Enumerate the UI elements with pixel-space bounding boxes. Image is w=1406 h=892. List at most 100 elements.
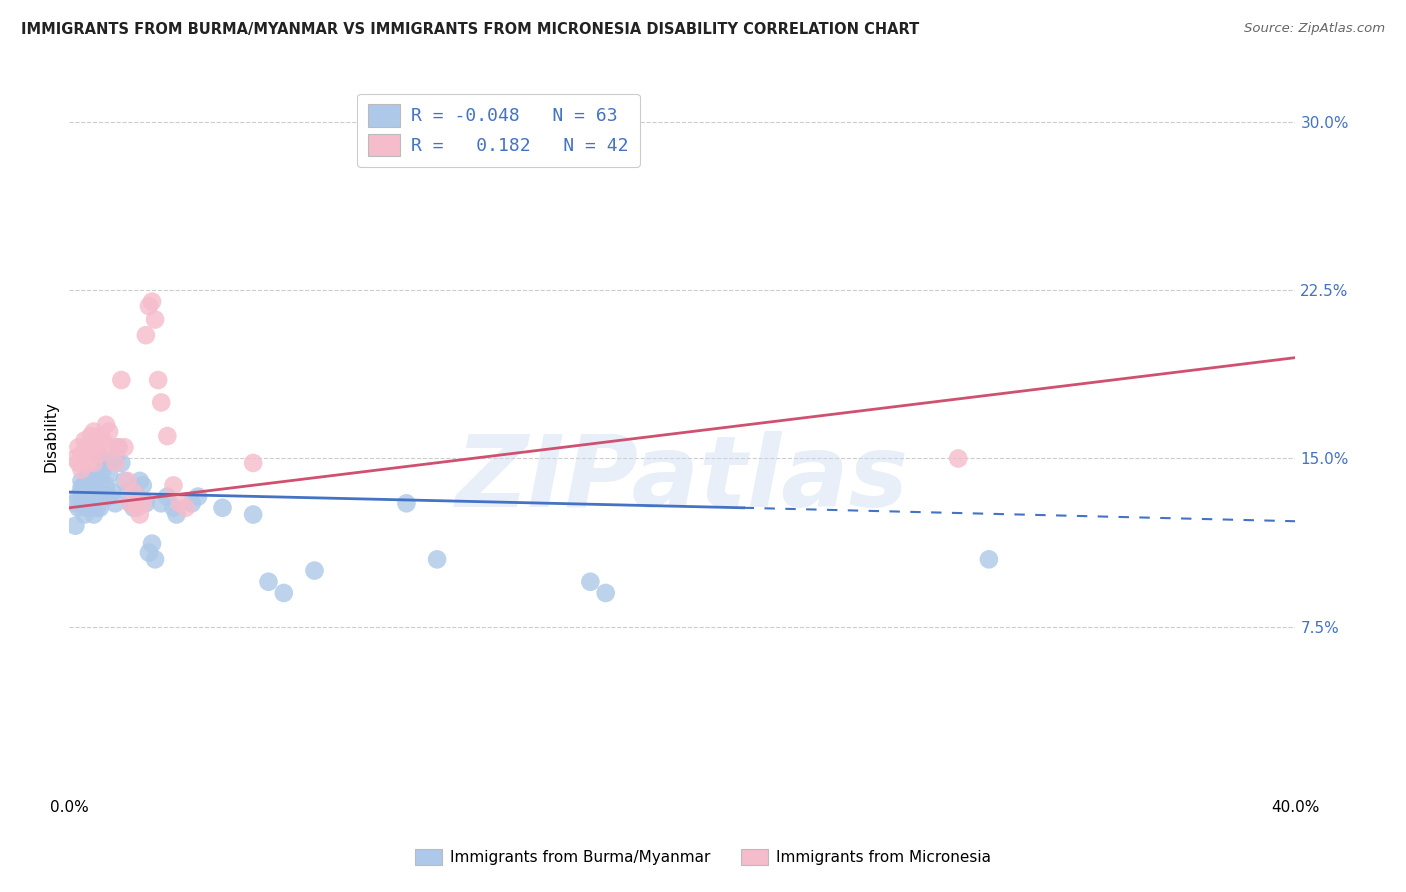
Point — [143, 552, 166, 566]
Point — [94, 417, 117, 432]
Point — [948, 451, 970, 466]
Point — [112, 440, 135, 454]
Point — [128, 508, 150, 522]
Point — [135, 496, 157, 510]
Point — [169, 496, 191, 510]
Point — [89, 500, 111, 515]
Point — [73, 491, 96, 506]
Point — [76, 496, 98, 510]
Point — [70, 474, 93, 488]
Point — [65, 518, 87, 533]
Point — [65, 451, 87, 466]
Point — [120, 496, 142, 510]
Point — [156, 490, 179, 504]
Point — [80, 490, 103, 504]
Point — [117, 485, 139, 500]
Point — [83, 508, 105, 522]
Point — [107, 440, 129, 454]
Point — [89, 429, 111, 443]
Point — [273, 586, 295, 600]
Point — [86, 440, 108, 454]
Text: ZIPatlas: ZIPatlas — [456, 431, 908, 527]
Text: IMMIGRANTS FROM BURMA/MYANMAR VS IMMIGRANTS FROM MICRONESIA DISABILITY CORRELATI: IMMIGRANTS FROM BURMA/MYANMAR VS IMMIGRA… — [21, 22, 920, 37]
Point — [89, 447, 111, 461]
Point — [143, 312, 166, 326]
Legend: R = -0.048   N = 63, R =   0.182   N = 42: R = -0.048 N = 63, R = 0.182 N = 42 — [357, 94, 640, 167]
Point — [257, 574, 280, 589]
Point — [98, 425, 121, 439]
Point — [76, 456, 98, 470]
Point — [304, 564, 326, 578]
Point — [83, 496, 105, 510]
Point — [132, 478, 155, 492]
Point — [83, 456, 105, 470]
Point — [80, 485, 103, 500]
Point — [977, 552, 1000, 566]
Point — [120, 496, 142, 510]
Point — [67, 500, 90, 515]
Point — [94, 456, 117, 470]
Point — [98, 490, 121, 504]
Point — [91, 434, 114, 448]
Point — [395, 496, 418, 510]
Point — [579, 574, 602, 589]
Text: Source: ZipAtlas.com: Source: ZipAtlas.com — [1244, 22, 1385, 36]
Point — [101, 485, 124, 500]
Point — [112, 474, 135, 488]
Point — [132, 496, 155, 510]
Point — [141, 536, 163, 550]
Point — [67, 456, 90, 470]
Point — [70, 485, 93, 500]
Point — [242, 456, 264, 470]
Point — [101, 440, 124, 454]
Point — [125, 500, 148, 515]
Point — [73, 478, 96, 492]
Point — [166, 508, 188, 522]
Point — [70, 481, 93, 495]
Point — [162, 478, 184, 492]
Point — [91, 463, 114, 477]
Point — [174, 500, 197, 515]
Point — [94, 478, 117, 492]
Point — [70, 463, 93, 477]
Point — [104, 456, 127, 470]
Point — [104, 496, 127, 510]
Point — [156, 429, 179, 443]
Legend: Immigrants from Burma/Myanmar, Immigrants from Micronesia: Immigrants from Burma/Myanmar, Immigrant… — [409, 843, 997, 871]
Point — [135, 328, 157, 343]
Point — [146, 373, 169, 387]
Point — [138, 546, 160, 560]
Point — [73, 451, 96, 466]
Y-axis label: Disability: Disability — [44, 401, 58, 472]
Point — [107, 440, 129, 454]
Point — [242, 508, 264, 522]
Point — [86, 485, 108, 500]
Point — [76, 500, 98, 515]
Point — [86, 500, 108, 515]
Point — [91, 451, 114, 466]
Point — [65, 496, 87, 510]
Point — [80, 440, 103, 454]
Point — [73, 508, 96, 522]
Point — [595, 586, 617, 600]
Point — [67, 440, 90, 454]
Point — [89, 490, 111, 504]
Point — [180, 496, 202, 510]
Point — [117, 474, 139, 488]
Point — [128, 474, 150, 488]
Point — [138, 299, 160, 313]
Point — [110, 373, 132, 387]
Point — [104, 451, 127, 466]
Point — [67, 490, 90, 504]
Point — [122, 500, 145, 515]
Point — [211, 500, 233, 515]
Point — [150, 395, 173, 409]
Point — [141, 294, 163, 309]
Point — [426, 552, 449, 566]
Point — [70, 447, 93, 461]
Point — [76, 440, 98, 454]
Point — [110, 456, 132, 470]
Point — [98, 467, 121, 482]
Point — [125, 490, 148, 504]
Point — [150, 496, 173, 510]
